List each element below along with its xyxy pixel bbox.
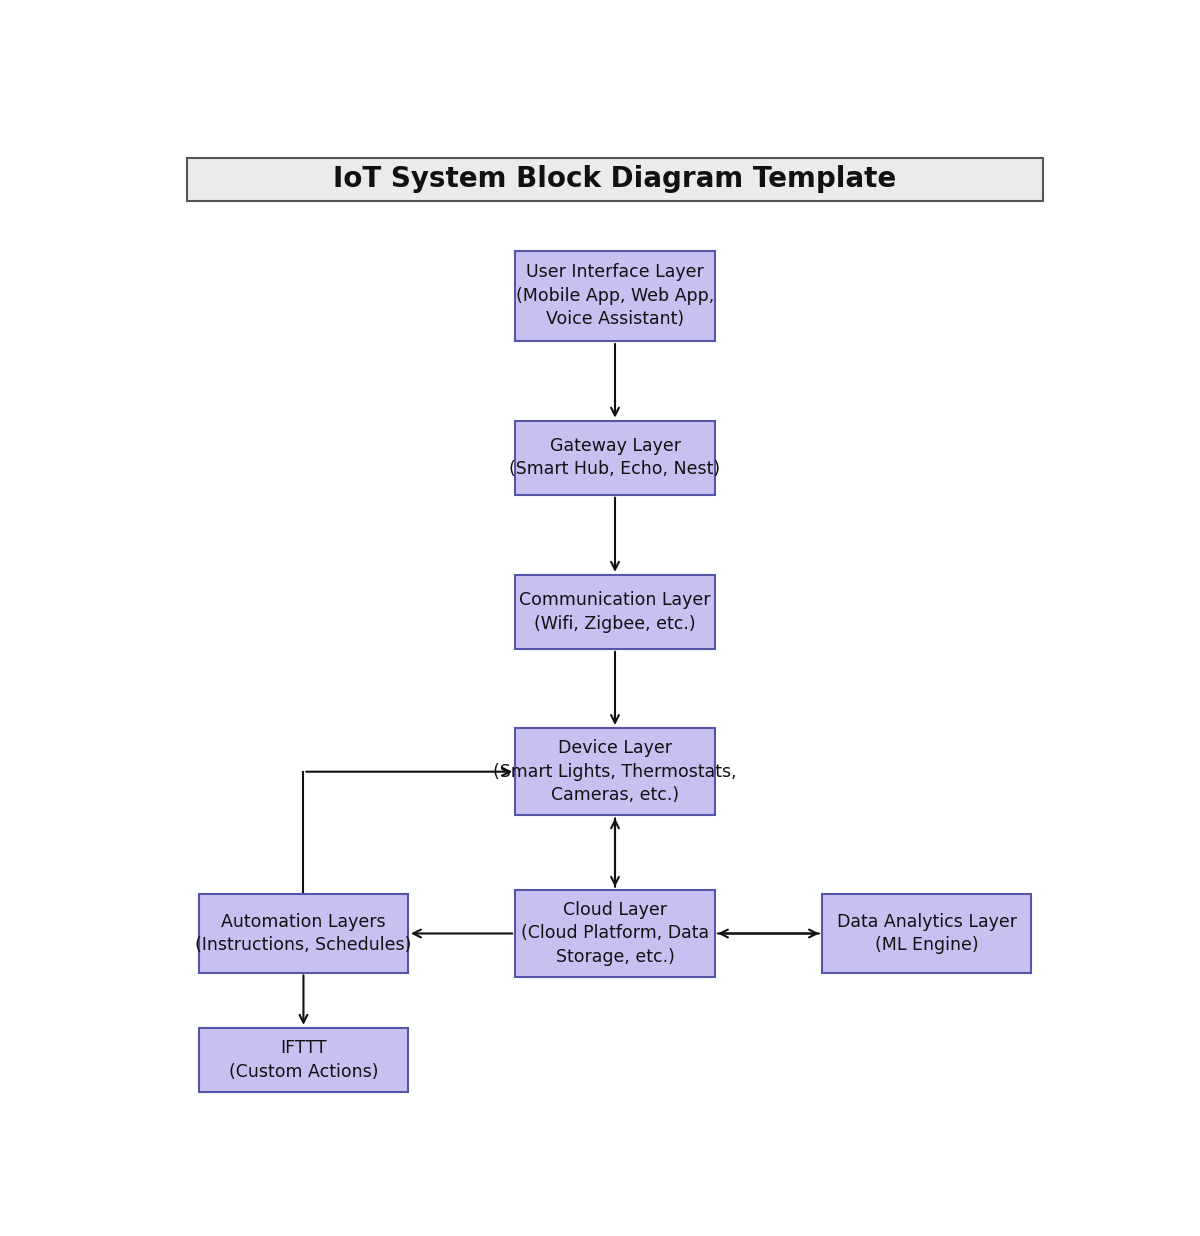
Text: Data Analytics Layer
(ML Engine): Data Analytics Layer (ML Engine)	[836, 912, 1016, 954]
Text: Automation Layers
(Instructions, Schedules): Automation Layers (Instructions, Schedul…	[196, 912, 412, 954]
FancyBboxPatch shape	[515, 728, 715, 816]
FancyBboxPatch shape	[199, 1027, 408, 1093]
Text: Cloud Layer
(Cloud Platform, Data
Storage, etc.): Cloud Layer (Cloud Platform, Data Storag…	[521, 901, 709, 967]
FancyBboxPatch shape	[515, 420, 715, 494]
FancyBboxPatch shape	[515, 251, 715, 341]
Text: IFTTT
(Custom Actions): IFTTT (Custom Actions)	[229, 1039, 378, 1080]
FancyBboxPatch shape	[822, 895, 1031, 973]
Text: Gateway Layer
(Smart Hub, Echo, Nest): Gateway Layer (Smart Hub, Echo, Nest)	[510, 436, 720, 478]
Text: User Interface Layer
(Mobile App, Web App,
Voice Assistant): User Interface Layer (Mobile App, Web Ap…	[516, 263, 714, 329]
FancyBboxPatch shape	[515, 890, 715, 978]
Text: Communication Layer
(Wifi, Zigbee, etc.): Communication Layer (Wifi, Zigbee, etc.)	[520, 591, 710, 633]
FancyBboxPatch shape	[187, 158, 1043, 200]
Text: Device Layer
(Smart Lights, Thermostats,
Cameras, etc.): Device Layer (Smart Lights, Thermostats,…	[493, 739, 737, 805]
Text: IoT System Block Diagram Template: IoT System Block Diagram Template	[334, 166, 896, 193]
FancyBboxPatch shape	[199, 895, 408, 973]
FancyBboxPatch shape	[515, 575, 715, 649]
